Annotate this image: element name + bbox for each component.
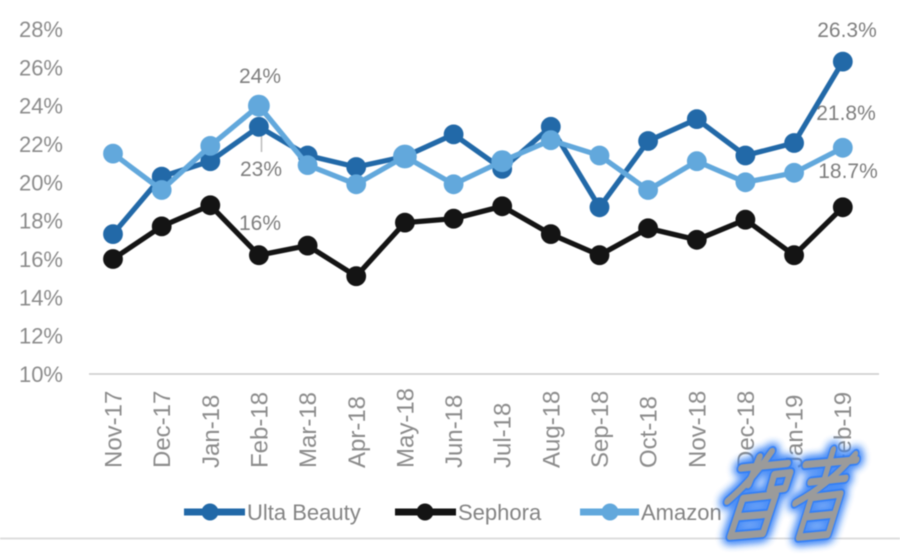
svg-text:Jan-18: Jan-18 xyxy=(198,395,225,468)
svg-text:May-18: May-18 xyxy=(392,388,419,468)
svg-text:16%: 16% xyxy=(239,212,281,235)
svg-text:Jan-19: Jan-19 xyxy=(782,395,809,468)
svg-text:20%: 20% xyxy=(19,170,63,195)
svg-text:24%: 24% xyxy=(19,94,63,119)
svg-text:23%: 23% xyxy=(240,158,282,181)
svg-text:Oct-18: Oct-18 xyxy=(636,396,663,468)
svg-text:Sephora: Sephora xyxy=(458,500,542,525)
svg-text:Nov-18: Nov-18 xyxy=(684,391,711,468)
svg-text:Sep-18: Sep-18 xyxy=(587,391,614,468)
svg-text:14%: 14% xyxy=(19,285,63,310)
svg-text:12%: 12% xyxy=(19,324,63,349)
svg-text:Mar-18: Mar-18 xyxy=(295,392,322,468)
svg-text:28%: 28% xyxy=(19,17,63,42)
svg-text:Ulta Beauty: Ulta Beauty xyxy=(247,500,361,525)
svg-text:Nov-17: Nov-17 xyxy=(101,391,128,468)
svg-text:Jul-18: Jul-18 xyxy=(490,403,517,468)
svg-text:Jun-18: Jun-18 xyxy=(441,395,468,468)
svg-text:24%: 24% xyxy=(239,65,281,88)
svg-text:Aug-18: Aug-18 xyxy=(538,391,565,468)
svg-text:26%: 26% xyxy=(19,55,63,80)
svg-text:10%: 10% xyxy=(19,362,63,387)
svg-text:Dec-17: Dec-17 xyxy=(149,391,176,468)
svg-text:21.8%: 21.8% xyxy=(816,102,876,125)
svg-text:Feb-18: Feb-18 xyxy=(246,392,273,468)
svg-text:26.3%: 26.3% xyxy=(817,19,877,42)
svg-text:18%: 18% xyxy=(19,209,63,234)
svg-text:22%: 22% xyxy=(19,132,63,157)
svg-text:16%: 16% xyxy=(19,247,63,272)
svg-text:Amazon: Amazon xyxy=(641,500,722,525)
svg-text:Apr-18: Apr-18 xyxy=(344,396,371,468)
svg-text:18.7%: 18.7% xyxy=(818,160,878,183)
